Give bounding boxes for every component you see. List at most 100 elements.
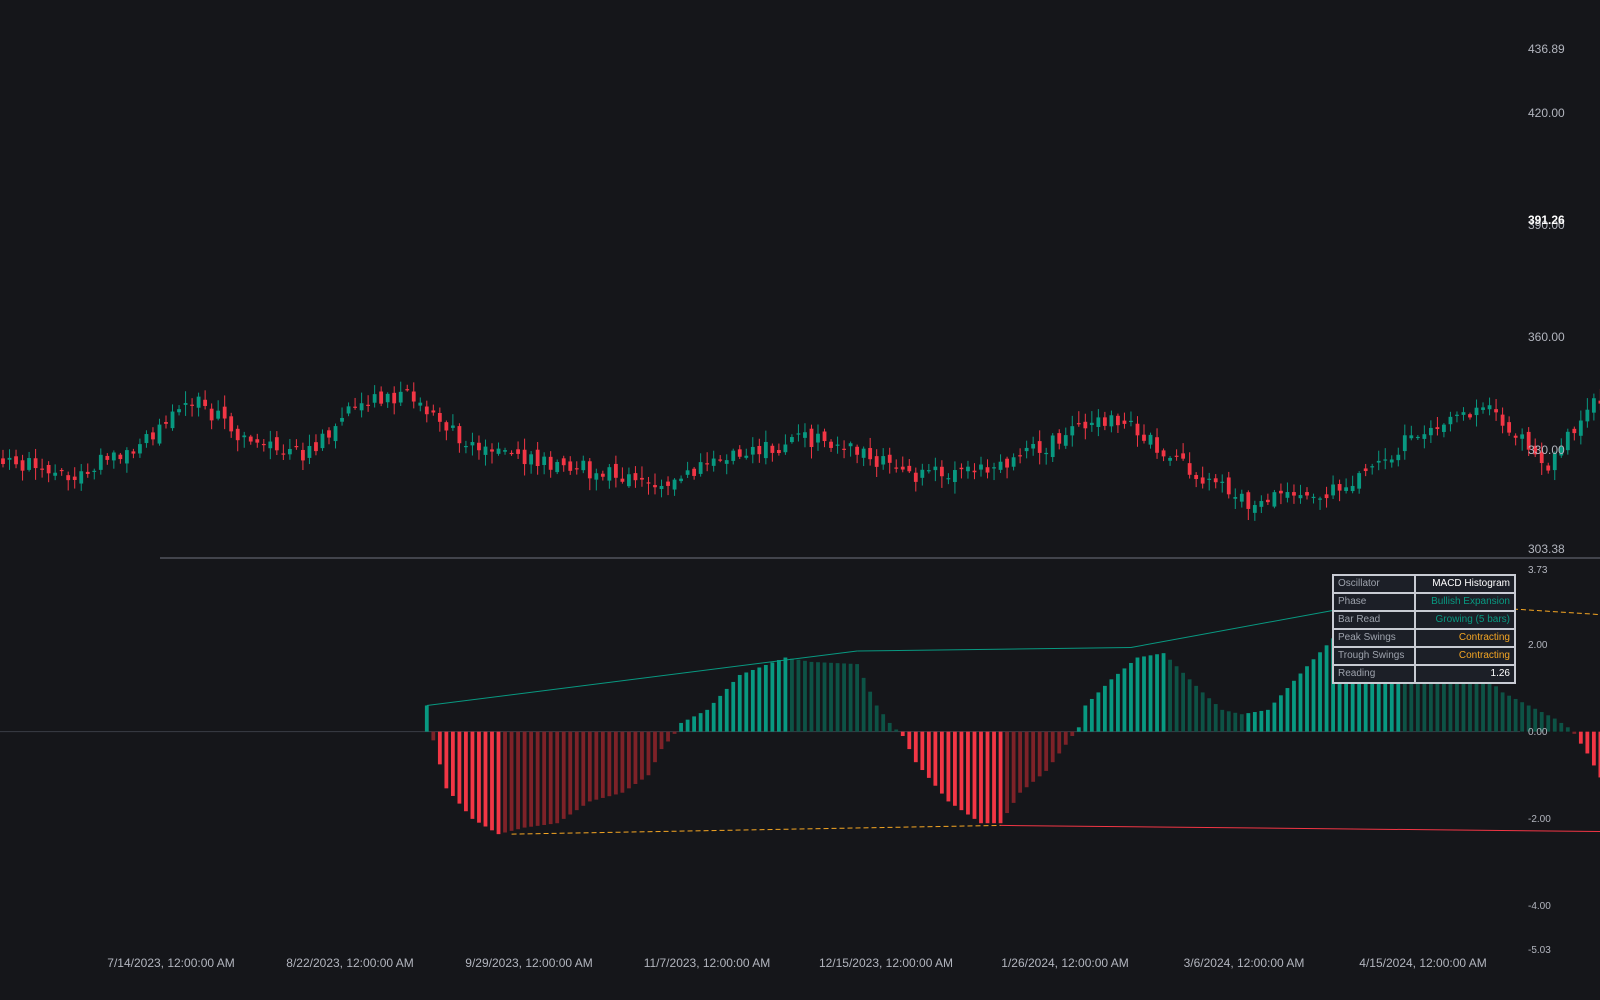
candle <box>1311 496 1316 499</box>
candle <box>301 449 305 461</box>
candle <box>705 463 710 465</box>
candle <box>1213 478 1218 483</box>
candle <box>1402 435 1407 452</box>
status-table: Oscillator MACD Histogram Phase Bullish … <box>1332 574 1516 684</box>
candle <box>1239 493 1244 502</box>
candle <box>516 449 520 454</box>
candle <box>1076 423 1081 425</box>
histogram-bar <box>1161 653 1166 732</box>
candle <box>646 482 651 484</box>
candle <box>1142 434 1146 441</box>
histogram-bar <box>1063 731 1068 745</box>
candle <box>1102 417 1107 426</box>
histogram-bar <box>790 658 794 732</box>
candle <box>1572 428 1577 434</box>
candle <box>170 411 175 429</box>
candle <box>581 460 586 471</box>
candle <box>874 456 879 467</box>
candle <box>1122 420 1127 424</box>
histogram-bar <box>1272 702 1277 732</box>
candle <box>750 446 755 455</box>
histogram-bar <box>555 731 560 824</box>
candle <box>1552 453 1557 471</box>
histogram-bar <box>796 659 801 732</box>
candle <box>607 467 612 481</box>
candle <box>776 450 781 454</box>
histogram-bar <box>529 731 534 827</box>
histogram-bar <box>1259 710 1264 732</box>
histogram-bar <box>842 663 846 732</box>
candle <box>1005 458 1009 468</box>
candle <box>809 428 814 448</box>
candle <box>333 426 338 442</box>
candle <box>679 478 683 482</box>
histogram-bar <box>953 731 957 806</box>
candle <box>529 454 534 465</box>
histogram-bar <box>457 731 462 804</box>
histogram-bar <box>483 731 488 827</box>
histogram-bar <box>1129 662 1133 732</box>
candle <box>1089 422 1094 426</box>
candle <box>907 465 912 472</box>
candle <box>470 442 475 446</box>
candle <box>20 460 25 471</box>
candle <box>203 399 208 406</box>
candle <box>287 449 292 455</box>
histogram-bar <box>1207 698 1212 732</box>
candle <box>672 479 677 490</box>
candle <box>574 468 579 470</box>
osc-tick: 0.00 <box>1528 727 1548 738</box>
candle <box>353 406 357 408</box>
histogram-bar <box>561 731 566 819</box>
candle <box>692 468 697 476</box>
candle <box>281 453 286 455</box>
candle <box>633 473 638 481</box>
candle <box>1226 477 1231 495</box>
candle <box>568 461 573 471</box>
histogram-bar <box>1233 712 1238 732</box>
table-value: Growing (5 bars) <box>1414 610 1516 630</box>
candle <box>190 404 194 406</box>
candle <box>640 477 644 480</box>
table-row: Reading 1.26 <box>1332 664 1516 684</box>
histogram-bar <box>1572 731 1577 734</box>
price-tick: 420.00 <box>1528 106 1565 120</box>
histogram-bar <box>835 663 840 732</box>
histogram-bar <box>1089 698 1094 732</box>
candle <box>59 469 64 472</box>
trough-swing-line <box>511 824 1001 835</box>
candle <box>7 457 12 460</box>
histogram-bar <box>1246 713 1251 732</box>
price-pane[interactable] <box>1 95 1600 521</box>
candle <box>1474 407 1479 416</box>
candle <box>98 454 103 470</box>
candle <box>496 448 501 454</box>
date-label: 4/15/2024, 12:00:00 AM <box>1359 956 1486 970</box>
histogram-bar <box>522 731 527 828</box>
candle <box>1376 460 1381 463</box>
candle <box>1011 457 1016 467</box>
histogram-bar <box>1513 698 1518 732</box>
histogram-bar <box>1552 718 1557 732</box>
candle <box>1174 455 1179 457</box>
histogram-bar <box>816 662 820 732</box>
candle <box>542 456 547 466</box>
histogram-bar <box>1598 731 1600 778</box>
candle <box>1129 420 1133 423</box>
histogram-bar <box>535 731 540 826</box>
histogram-bar <box>718 695 723 732</box>
candle <box>1481 407 1485 410</box>
histogram-bar <box>1096 692 1101 732</box>
candle <box>222 406 227 419</box>
candle <box>998 461 1003 470</box>
candle <box>1044 452 1049 455</box>
candle <box>698 462 703 474</box>
date-label: 11/7/2023, 12:00:00 AM <box>644 956 771 970</box>
histogram-bar <box>1311 659 1316 732</box>
histogram-bar <box>1024 731 1029 788</box>
candle <box>314 442 318 452</box>
price-axis: 436.89 420.00 390.00 360.00 330.00 303.3… <box>1528 42 1565 556</box>
histogram-bar <box>607 731 612 797</box>
candle <box>209 408 214 421</box>
